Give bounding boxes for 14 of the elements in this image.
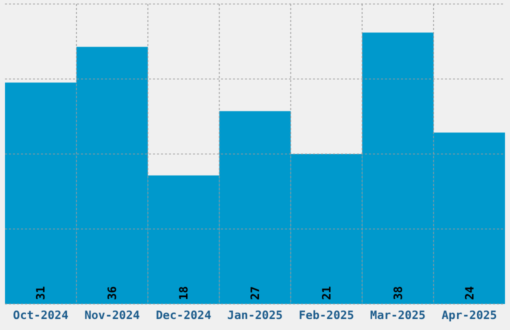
data-label: 36 xyxy=(105,286,120,300)
x-tick-label: Dec-2024 xyxy=(156,308,212,322)
data-label: 31 xyxy=(34,286,48,300)
x-tick-label: Apr-2025 xyxy=(442,308,498,322)
x-tick-label: Jan-2025 xyxy=(227,308,283,322)
x-tick-label: Feb-2025 xyxy=(298,308,354,322)
x-tick-label: Oct-2024 xyxy=(13,308,68,322)
data-label: 18 xyxy=(176,286,191,300)
data-label: 27 xyxy=(248,286,262,300)
data-label: 21 xyxy=(319,286,334,300)
data-label: 38 xyxy=(390,286,405,300)
x-tick-label: Nov-2024 xyxy=(84,308,140,322)
x-tick-label: Mar-2025 xyxy=(370,308,426,322)
data-label: 24 xyxy=(462,286,476,300)
